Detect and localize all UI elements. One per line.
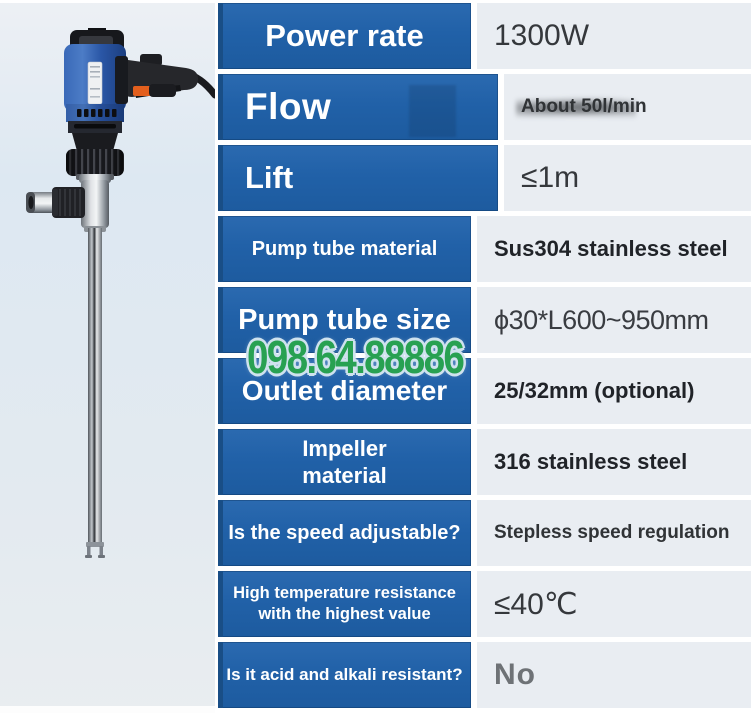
spec-value: About 50l/min [504,74,751,140]
spec-label-text: High temperature resistance with the hig… [233,583,456,623]
spec-row: Power rate 1300W [218,3,751,69]
spec-label: Flow [218,74,498,140]
spec-label-text: Lift [245,160,294,195]
spec-label: Power rate [218,3,471,69]
spec-row: Outlet diameter 25/32mm (optional) [218,358,751,424]
spec-row: Lift ≤1m [218,145,751,211]
spec-value: ϕ30*L600~950mm [477,287,751,353]
spec-row: Is it acid and alkali resistant? No [218,642,751,708]
drum-pump-illustration [0,0,215,713]
spec-label: Is the speed adjustable? [218,500,471,566]
spec-value-text: ≤1m [521,161,580,194]
spec-row: Is the speed adjustable? Stepless speed … [218,500,751,566]
spec-value-text: No [494,658,536,691]
spec-row: Pump tube size ϕ30*L600~950mm [218,287,751,353]
spec-value-text: About 50l/min [521,96,647,117]
spec-label-text: Pump tube size [238,303,451,336]
spec-label-text: Is the speed adjustable? [228,521,461,544]
spec-label-text: Outlet diameter [241,375,448,406]
spec-value-text: ϕ30*L600~950mm [494,304,709,335]
spec-value-text: 316 stainless steel [494,449,688,474]
spec-value: ≤40℃ [477,571,751,637]
spec-label: High temperature resistance with the hig… [218,571,471,637]
spec-label-text: Power rate [265,18,424,53]
spec-label-text: Flow [245,86,332,127]
product-image-panel [0,0,215,713]
spec-value-text: Sus304 stainless steel [494,236,728,261]
spec-value-text: ≤40℃ [494,587,578,621]
spec-value: Sus304 stainless steel [477,216,751,282]
spec-value: ≤1m [504,145,751,211]
spec-label: Outlet diameter [218,358,471,424]
spec-row: High temperature resistance with the hig… [218,571,751,637]
spec-value-text: 1300W [494,19,590,52]
spec-value: 25/32mm (optional) [477,358,751,424]
spec-label: Pump tube material [218,216,471,282]
spec-label: Is it acid and alkali resistant? [218,642,471,708]
spec-value: 1300W [477,3,751,69]
spec-label: Pump tube size [218,287,471,353]
phone-watermark: 098.64.88886 [247,331,465,383]
spec-value: No [477,642,751,708]
spec-label-text: Pump tube material [251,237,438,260]
spec-value-text: Stepless speed regulation [494,522,730,543]
spec-table: Power rate 1300W Flow About 50l/min Lift… [218,3,751,708]
spec-label-text: Is it acid and alkali resistant? [226,665,463,684]
spec-row: Pump tube material Sus304 stainless stee… [218,216,751,282]
spec-label: Lift [218,145,498,211]
spec-value: 316 stainless steel [477,429,751,495]
spec-label-text: Impeller material [302,435,387,489]
spec-row: Impeller material 316 stainless steel [218,429,751,495]
spec-value-text: 25/32mm (optional) [494,378,695,403]
spec-row: Flow About 50l/min [218,74,751,140]
spec-value: Stepless speed regulation [477,500,751,566]
spec-label: Impeller material [218,429,471,495]
